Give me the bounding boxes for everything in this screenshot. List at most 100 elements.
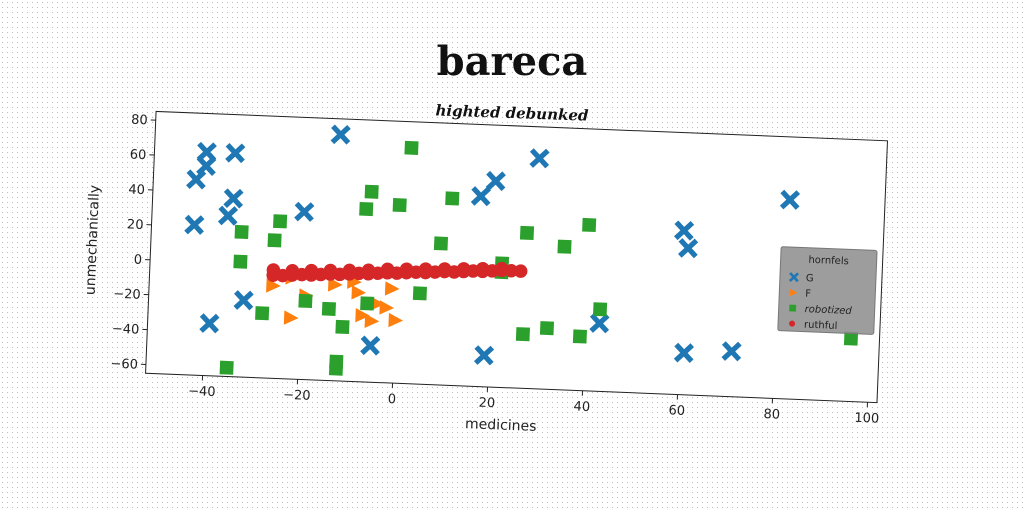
point-robotized — [582, 217, 597, 233]
point-robotized — [273, 214, 288, 229]
plot-area — [145, 110, 889, 404]
point-robotized — [404, 140, 419, 155]
point-robotized — [433, 236, 449, 251]
x-tick-label: 60 — [668, 403, 685, 419]
point-ruthful — [399, 262, 414, 276]
point-g — [470, 186, 491, 207]
point-g — [674, 220, 695, 241]
point-robotized — [392, 198, 407, 213]
point-robotized — [255, 306, 270, 321]
point-ruthful — [361, 263, 376, 278]
point-ruthful — [304, 263, 319, 278]
point-g — [485, 170, 506, 192]
y-tick-label: 40 — [128, 182, 145, 198]
chart-title: bareca — [436, 38, 588, 85]
point-f — [364, 313, 380, 329]
legend-label-f: F — [805, 289, 811, 300]
point-ruthful — [342, 263, 357, 278]
point-ruthful — [495, 261, 509, 276]
point-g — [196, 155, 217, 176]
legend-label-robotized: robotized — [804, 304, 852, 317]
y-tick-label: 0 — [134, 253, 143, 268]
data-marks — [184, 124, 859, 376]
point-robotized — [328, 361, 344, 376]
point-robotized — [572, 329, 587, 344]
y-tick-label: −40 — [112, 322, 140, 338]
point-f — [384, 281, 400, 296]
point-g — [721, 341, 742, 362]
point-g — [186, 169, 207, 190]
point-robotized — [519, 225, 535, 241]
legend-marker-g — [788, 272, 799, 283]
point-f — [379, 300, 395, 315]
x-tick-label: −40 — [188, 384, 216, 400]
y-tick-label: 60 — [129, 148, 146, 164]
point-ruthful — [323, 263, 338, 278]
point-robotized — [219, 360, 234, 375]
point-robotized — [233, 254, 248, 269]
point-ruthful — [476, 262, 490, 276]
x-tick-label: −20 — [283, 388, 311, 404]
point-robotized — [515, 327, 531, 342]
point-f — [283, 310, 299, 325]
point-g — [294, 201, 315, 222]
point-robotized — [360, 296, 375, 311]
x-tick-label: 40 — [573, 399, 590, 415]
point-robotized — [412, 286, 427, 301]
x-tick-label: 20 — [478, 396, 495, 412]
y-tick-label: −60 — [110, 357, 138, 373]
point-robotized — [539, 321, 555, 336]
point-robotized — [592, 302, 608, 317]
legend-marker-ruthful — [789, 320, 796, 327]
point-f — [355, 308, 370, 323]
point-robotized — [335, 319, 350, 335]
x-tick-label: 80 — [763, 407, 780, 423]
x-tick-label: 0 — [387, 392, 396, 407]
y-tick-label: 80 — [131, 113, 148, 129]
point-f — [351, 285, 367, 300]
point-g — [233, 290, 254, 311]
point-g — [678, 238, 699, 259]
point-f — [266, 278, 281, 293]
legend-label-g: G — [806, 273, 814, 284]
x-axis-label: medicines — [465, 416, 537, 435]
point-g — [473, 345, 495, 366]
point-g — [589, 313, 610, 334]
point-g — [199, 313, 220, 334]
point-robotized — [843, 331, 859, 346]
y-tick-label: −20 — [113, 287, 141, 303]
point-robotized — [321, 301, 336, 316]
x-axis: −40 −20 0 20 40 60 80 100 — [188, 375, 880, 427]
point-robotized — [234, 224, 249, 240]
point-f — [388, 312, 404, 328]
point-ruthful — [456, 262, 471, 276]
point-robotized — [359, 201, 374, 217]
point-f — [327, 277, 343, 292]
point-g — [223, 188, 244, 209]
point-g — [779, 189, 801, 210]
legend-marker-f — [789, 288, 798, 297]
point-ruthful — [418, 262, 433, 276]
point-ruthful — [266, 263, 281, 277]
point-g — [330, 124, 351, 145]
point-g — [217, 205, 239, 226]
y-axis-label: unmechanically — [83, 185, 103, 296]
y-tick-label: 20 — [127, 217, 144, 233]
legend-title: hornfels — [808, 255, 849, 268]
point-robotized — [298, 293, 313, 309]
point-g — [673, 342, 695, 363]
x-tick-label: 100 — [854, 411, 879, 427]
point-ruthful — [513, 264, 528, 278]
y-axis: −60 −40 −20 0 20 40 60 80 — [110, 113, 156, 373]
point-robotized — [267, 233, 282, 248]
legend-label-ruthful: ruthful — [804, 320, 838, 332]
point-g — [225, 142, 246, 164]
point-robotized — [364, 184, 379, 199]
point-g — [184, 214, 205, 235]
legend-marker-robotized — [789, 304, 797, 312]
point-g — [529, 148, 550, 169]
point-ruthful — [437, 262, 452, 276]
